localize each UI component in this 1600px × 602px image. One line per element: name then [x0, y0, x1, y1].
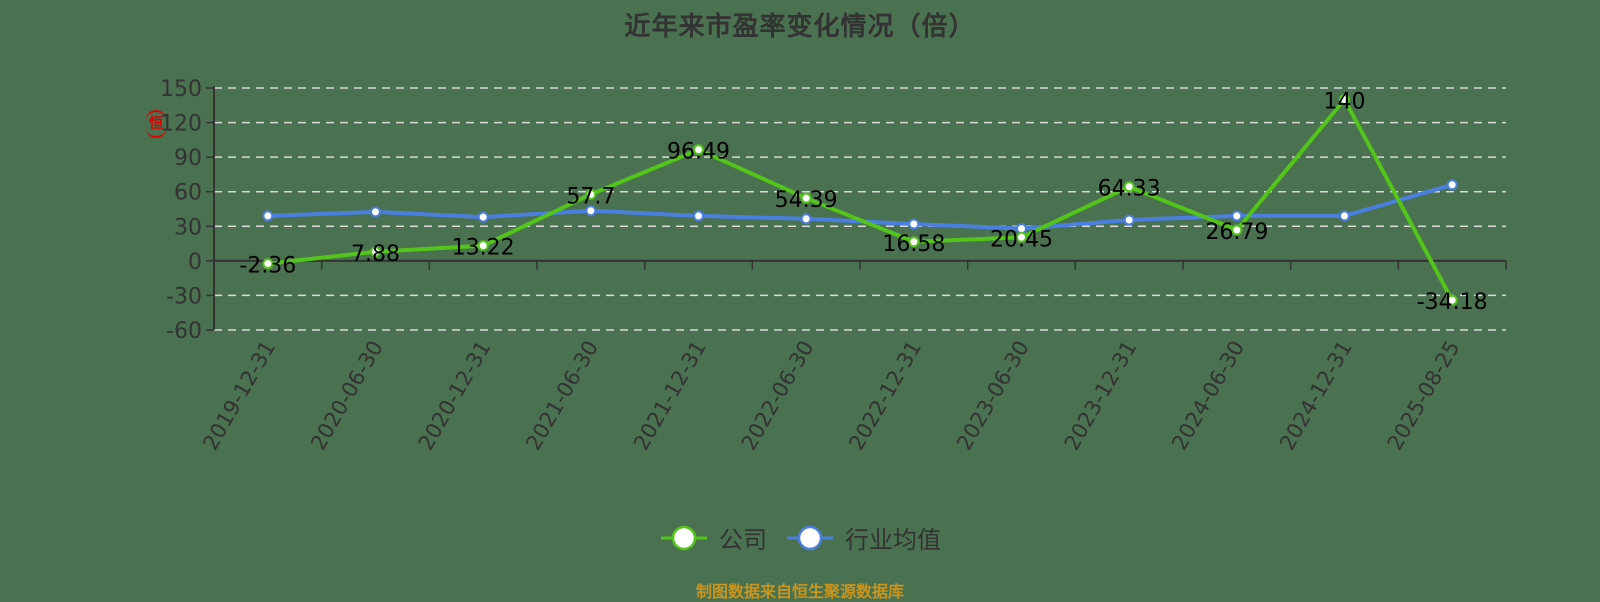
- y-tick-label: -30: [166, 284, 202, 309]
- y-tick-label: 120: [160, 112, 202, 137]
- legend-label-industry: 行业均值: [845, 526, 941, 554]
- data-point[interactable]: [262, 210, 274, 222]
- data-point[interactable]: [585, 205, 597, 217]
- legend-industry-marker-icon: [787, 525, 833, 550]
- x-tick-label: 2021-06-30: [521, 337, 603, 455]
- legend-label-company: 公司: [719, 526, 767, 554]
- data-point[interactable]: [1446, 179, 1458, 191]
- data-point[interactable]: [800, 192, 812, 204]
- legend: 公司 行业均值: [0, 520, 1600, 555]
- x-tick-label: 2024-12-31: [1275, 337, 1357, 455]
- data-point[interactable]: [370, 246, 381, 258]
- data-point[interactable]: [693, 210, 704, 222]
- x-tick-label: 2025-08-25: [1383, 337, 1465, 455]
- data-point[interactable]: [477, 240, 489, 252]
- data-label: -34.18: [1417, 290, 1488, 315]
- x-axis: 2019-12-31 2020-06-30 2020-12-31 2021-06-30…: [198, 259, 1507, 455]
- x-tick-label: 2024-06-30: [1167, 337, 1249, 455]
- data-point[interactable]: [908, 218, 920, 230]
- data-label: 54.39: [775, 188, 838, 213]
- y-tick-label: 90: [174, 146, 202, 171]
- data-point[interactable]: [370, 206, 381, 218]
- legend-item-industry[interactable]: 行业均值: [785, 520, 941, 555]
- x-tick-label: 2023-12-31: [1060, 337, 1142, 455]
- data-point[interactable]: [1446, 294, 1458, 306]
- data-label: 96.49: [667, 140, 730, 165]
- data-point[interactable]: [800, 213, 812, 225]
- data-labels: -2.36 7.88 13.22 57.7 96.49 54.39 16.58 20.45 64…: [239, 90, 1487, 316]
- x-tick-label: 2020-12-31: [414, 336, 496, 454]
- data-label: 140: [1324, 90, 1366, 115]
- company-line: [267, 97, 1454, 302]
- x-tick-label: 2019-12-31: [198, 337, 280, 455]
- y-tick-label: 60: [174, 181, 202, 206]
- x-tick-label: 2021-12-31: [629, 337, 711, 455]
- data-point[interactable]: [477, 211, 489, 223]
- x-tick-label: 2022-06-30: [737, 337, 819, 455]
- data-label: 64.33: [1098, 177, 1161, 202]
- y-tick-label: 0: [188, 250, 202, 275]
- data-point[interactable]: [1231, 224, 1243, 236]
- data-label: -2.36: [239, 254, 296, 279]
- y-tick-label: 30: [174, 215, 202, 240]
- data-point[interactable]: [1231, 210, 1243, 222]
- x-tick-label: 2023-06-30: [952, 337, 1034, 455]
- series-lines: [262, 94, 1458, 306]
- data-point[interactable]: [1339, 94, 1350, 106]
- line-chart: 150 120 90 60 30 0 -30 -60 2019-12-31 2020-06-30…: [160, 77, 1507, 455]
- y-tick-label: -60: [166, 319, 202, 344]
- watermark-stamp-icon: 恒: [146, 110, 166, 138]
- data-point[interactable]: [262, 258, 274, 270]
- data-point[interactable]: [1123, 214, 1135, 226]
- data-label: 57.7: [566, 184, 615, 209]
- data-label: 16.58: [882, 232, 945, 257]
- legend-company-marker-icon: [661, 525, 707, 550]
- chart-title: 近年来市盈率变化情况（倍）: [624, 12, 976, 42]
- data-label: 26.79: [1205, 220, 1268, 245]
- grid-lines: [214, 87, 1506, 331]
- data-point[interactable]: [693, 144, 704, 156]
- data-label: 20.45: [990, 227, 1053, 252]
- x-tick-label: 2020-06-30: [306, 337, 388, 455]
- legend-item-company[interactable]: 公司: [659, 520, 767, 555]
- y-axis: 150 120 90 60 30 0 -30 -60: [160, 77, 215, 344]
- data-point[interactable]: [1016, 231, 1027, 243]
- data-source-note: 制图数据来自恒生聚源数据库: [695, 582, 904, 601]
- data-point[interactable]: [908, 236, 920, 248]
- x-tick-label: 2022-12-31: [844, 336, 926, 454]
- y-tick-label: 150: [160, 77, 202, 102]
- data-label: 13.22: [452, 236, 515, 261]
- data-point[interactable]: [585, 188, 597, 200]
- data-point[interactable]: [1123, 181, 1135, 193]
- data-point[interactable]: [1339, 210, 1350, 222]
- data-label: 7.88: [351, 242, 400, 267]
